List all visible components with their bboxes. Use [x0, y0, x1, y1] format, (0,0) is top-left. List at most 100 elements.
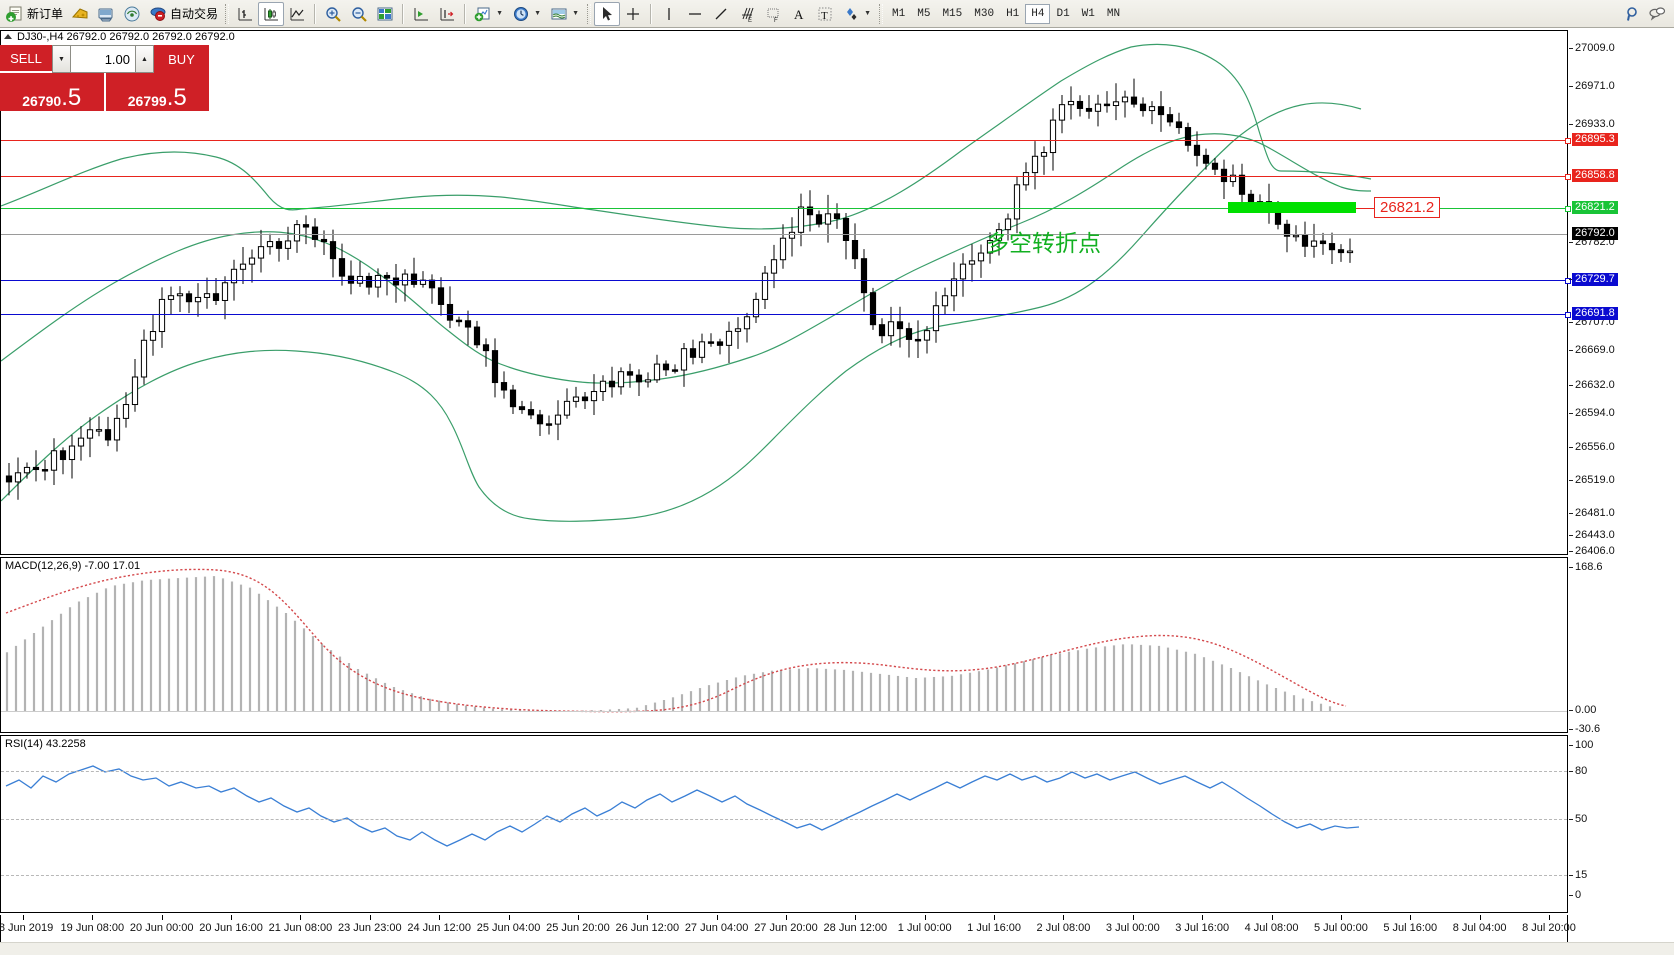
templates-button[interactable]: ▼: [546, 2, 584, 26]
main-price-pane[interactable]: 26821.2 多空转折点: [0, 30, 1571, 555]
symbol-info-bar: DJ30-,H4 26792.0 26792.0 26792.0 26792.0: [0, 29, 1674, 44]
support-line-26729[interactable]: [1, 278, 1571, 284]
toolbar-right-group: [1624, 5, 1674, 23]
line-handle[interactable]: [1565, 174, 1571, 180]
price-label-resistance-2[interactable]: 26858.8: [1572, 169, 1618, 182]
new-order-button[interactable]: 新订单: [2, 2, 67, 26]
cursor-icon: [598, 5, 616, 23]
price-label-resistance-1[interactable]: 26895.3: [1572, 133, 1618, 146]
pivot-price-callout[interactable]: 26821.2: [1374, 197, 1441, 218]
horizontal-line-button[interactable]: [682, 2, 708, 26]
macd-axis[interactable]: 168.6 0.00 -30.6: [1569, 557, 1673, 735]
horizontal-scrollbar[interactable]: [0, 942, 1674, 955]
crosshair-button[interactable]: [620, 2, 646, 26]
timeframe-h1[interactable]: H1: [1006, 7, 1020, 20]
shapes-button[interactable]: ▼: [838, 2, 876, 26]
buy-button[interactable]: BUY: [154, 45, 209, 73]
shapes-dropdown-arrow[interactable]: ▼: [864, 10, 871, 17]
time-label: 27 Jun 04:00: [684, 922, 749, 934]
crosshair-icon: [624, 5, 642, 23]
fibonacci-button[interactable]: E: [734, 2, 760, 26]
timeframe-d1[interactable]: D1: [1056, 7, 1070, 20]
trade-panel-top-row: SELL ▼ 1.00 ▲ BUY: [0, 45, 209, 73]
period-dropdown-arrow[interactable]: ▼: [534, 10, 541, 17]
price-tick: 26406.0: [1569, 545, 1615, 557]
pivot-line-26821[interactable]: [1, 206, 1571, 212]
auto-scroll-button[interactable]: [434, 2, 460, 26]
price-label-support-2[interactable]: 26691.8: [1572, 307, 1618, 320]
support-line-26691[interactable]: [1, 312, 1571, 318]
rsi-tick: 50: [1569, 813, 1587, 825]
bar-chart-button[interactable]: [232, 2, 258, 26]
price-tick: 26481.0: [1569, 507, 1615, 519]
rsi-axis[interactable]: 100 80 50 15 0: [1569, 735, 1673, 913]
timeframe-m15[interactable]: M15: [942, 7, 963, 20]
macd-tick: 0.00: [1569, 704, 1596, 716]
chart-shift-icon: [412, 5, 430, 23]
pivot-zone-highlight[interactable]: [1228, 202, 1356, 213]
timeframe-w1[interactable]: W1: [1081, 7, 1095, 20]
auto-scroll-icon: [438, 5, 456, 23]
timeframe-h4[interactable]: H4: [1025, 3, 1051, 24]
auto-trading-button[interactable]: 自动交易: [145, 2, 222, 26]
time-tick: [508, 915, 510, 920]
macd-pane[interactable]: MACD(12,26,9) -7.00 17.01: [0, 557, 1568, 733]
trendline-button[interactable]: [708, 2, 734, 26]
templates-dropdown-arrow[interactable]: ▼: [572, 10, 579, 17]
time-label: 23 Jun 23:00: [338, 922, 402, 934]
candlestick-chart-button[interactable]: [258, 1, 285, 26]
price-axis[interactable]: 27009.026971.026933.026782.026745.026707…: [1569, 30, 1673, 557]
resistance-line-26895[interactable]: [1, 138, 1571, 144]
text-label-button[interactable]: A: [786, 2, 812, 26]
line-handle[interactable]: [1565, 206, 1571, 212]
tile-windows-button[interactable]: [372, 2, 398, 26]
add-indicator-dropdown-arrow[interactable]: ▼: [496, 10, 503, 17]
rsi-pane[interactable]: RSI(14) 43.2258: [0, 735, 1568, 913]
period-button[interactable]: ▼: [508, 2, 546, 26]
resistance-line-26858[interactable]: [1, 174, 1571, 180]
volume-increase-button[interactable]: ▲: [135, 45, 154, 73]
zoom-out-button[interactable]: [346, 2, 372, 26]
line-handle[interactable]: [1565, 312, 1571, 318]
buy-price[interactable]: 26799.5: [105, 73, 209, 111]
volume-input[interactable]: 1.00: [71, 45, 135, 73]
vertical-line-button[interactable]: [656, 2, 682, 26]
collapse-triangle-icon[interactable]: [4, 34, 12, 39]
time-tick: [23, 915, 24, 920]
line-chart-button[interactable]: [284, 2, 310, 26]
price-label-current[interactable]: 26792.0: [1572, 227, 1618, 240]
sell-button[interactable]: SELL: [0, 45, 52, 73]
channel-button[interactable]: F: [760, 2, 786, 26]
time-tick: [647, 915, 649, 920]
cheese-button[interactable]: [67, 2, 93, 26]
timeframe-m5[interactable]: M5: [917, 7, 931, 20]
terminal-button[interactable]: [93, 2, 119, 26]
timeframe-m30[interactable]: M30: [974, 7, 995, 20]
price-label-pivot[interactable]: 26821.2: [1572, 201, 1618, 214]
new-order-label: 新订单: [27, 7, 64, 21]
fibonacci-icon: E: [738, 5, 756, 23]
line-handle[interactable]: [1565, 278, 1571, 284]
volume-decrease-button[interactable]: ▼: [52, 45, 71, 73]
volume-stepper[interactable]: ▼ 1.00 ▲: [52, 45, 154, 73]
add-indicator-button[interactable]: ▼: [470, 2, 508, 26]
sell-price-fraction: .5: [61, 83, 82, 111]
signals-button[interactable]: [119, 2, 145, 26]
chart-annotation-text[interactable]: 多空转折点: [986, 231, 1101, 257]
terminal-icon: [97, 5, 115, 23]
zoom-in-button[interactable]: [320, 2, 346, 26]
text-box-button[interactable]: T: [812, 2, 838, 26]
chat-icon[interactable]: [1648, 5, 1666, 23]
time-label: 24 Jun 12:00: [407, 922, 471, 934]
line-handle[interactable]: [1565, 138, 1571, 144]
timeframe-m1[interactable]: M1: [892, 7, 906, 20]
sell-price[interactable]: 26790.5: [0, 73, 106, 111]
timeframe-mn[interactable]: MN: [1106, 7, 1121, 20]
price-label-support-1[interactable]: 26729.7: [1572, 273, 1618, 286]
time-axis[interactable]: 18 Jun 2019 19 Jun 08:00 20 Jun 00:00 20 Ju…: [0, 915, 1576, 943]
one-click-trading-panel: SELL ▼ 1.00 ▲ BUY 26790.5 26799.5: [0, 45, 209, 111]
cursor-button[interactable]: [594, 1, 621, 26]
search-icon[interactable]: [1624, 5, 1642, 23]
time-tick: [1410, 915, 1412, 920]
chart-shift-button[interactable]: [408, 2, 434, 26]
